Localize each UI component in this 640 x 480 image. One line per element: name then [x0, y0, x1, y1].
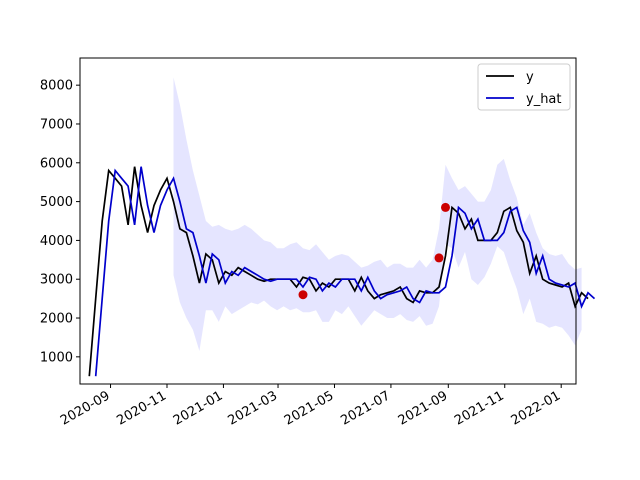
x-tick-label: 2022-01 — [509, 388, 564, 428]
y-tick-label: 7000 — [40, 117, 73, 132]
x-tick-label: 2021-01 — [171, 388, 226, 428]
y-tick-label: 6000 — [40, 156, 73, 171]
series-line-y-hat — [94, 166, 596, 377]
x-tick-label: 2020-09 — [58, 388, 113, 428]
legend-label-y: y — [526, 70, 534, 85]
y-axis: 1000 2000 3000 4000 5000 6000 7000 8000 — [40, 79, 80, 365]
y-tick-label: 1000 — [40, 350, 73, 365]
x-tick-label: 2021-03 — [225, 388, 280, 428]
plot-background — [80, 58, 576, 384]
y-tick-label: 8000 — [40, 79, 73, 94]
anomaly-point — [441, 202, 450, 212]
y-tick-label: 5000 — [40, 195, 73, 210]
legend-label-y-hat: y_hat — [526, 92, 562, 107]
y-tick-label: 2000 — [40, 312, 73, 327]
plot-frame — [79, 57, 577, 385]
x-tick-label: 2021-11 — [452, 388, 507, 428]
y-tick-label: 3000 — [40, 273, 73, 288]
legend: y y_hat — [477, 63, 571, 111]
y-tick-label: 4000 — [40, 234, 73, 249]
anomaly-points — [298, 202, 450, 300]
anomaly-point — [434, 253, 444, 263]
x-axis: 2020-09 2020-11 2021-01 2021-03 2021-05 2021-… — [58, 384, 563, 429]
x-tick-label: 2020-11 — [114, 388, 169, 428]
confidence-band — [173, 77, 582, 352]
x-tick-label: 2021-09 — [396, 388, 451, 428]
x-tick-label: 2021-05 — [282, 388, 337, 428]
series-line-y — [88, 166, 589, 377]
x-tick-label: 2021-07 — [338, 388, 393, 428]
anomaly-point — [298, 290, 308, 300]
